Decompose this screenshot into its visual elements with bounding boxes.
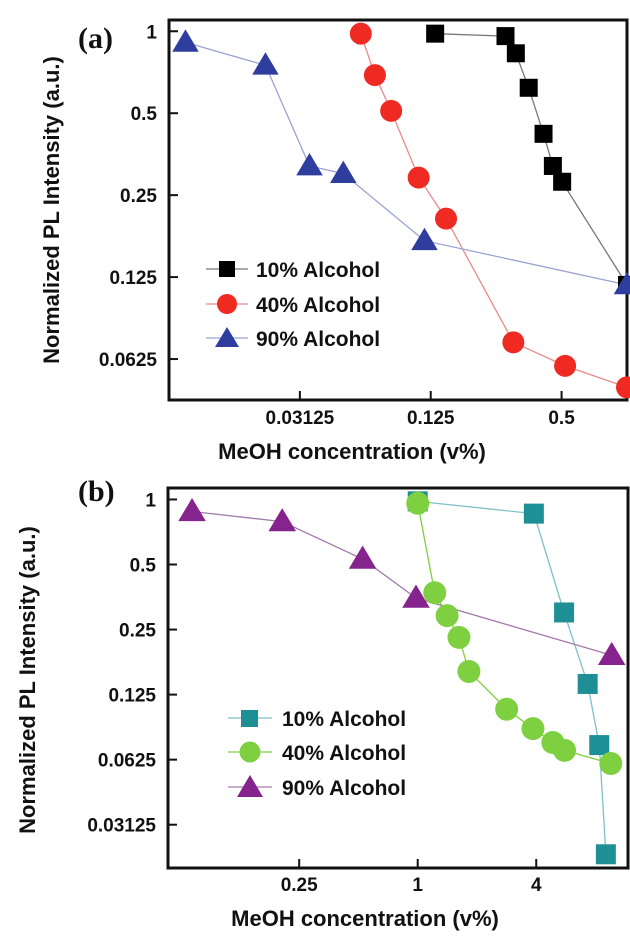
x-tick-label: 4 (531, 875, 542, 896)
data-point-10-alcohol (553, 172, 572, 191)
data-point-40-alcohol (380, 99, 403, 122)
panel-a-x-ticks: 0.03125 0.125 0.5 (266, 391, 575, 429)
legend-item-10-alcohol: 10% Alcohol (206, 259, 380, 282)
data-point-10-alcohol (577, 673, 598, 694)
data-point-40-alcohol (599, 751, 623, 775)
panel-b-plot-frame (166, 486, 630, 870)
x-tick-label: 0.03125 (266, 408, 335, 429)
data-point-40-alcohol (554, 354, 577, 377)
data-point-40-alcohol (616, 376, 630, 399)
legend-item-90-alcohol: 90% Alcohol (228, 775, 406, 800)
data-point-10-alcohol (506, 44, 525, 63)
data-point-10-alcohol (534, 124, 553, 143)
data-point-90-alcohol (268, 508, 296, 532)
data-point-90-alcohol (296, 152, 323, 176)
data-point-10-alcohol (496, 27, 515, 46)
legend-square-marker (241, 710, 258, 727)
data-point-90-alcohol (613, 271, 630, 295)
panel-b-x-axis-title: MeOH concentration (v%) (231, 906, 499, 931)
data-point-40-alcohol (363, 64, 386, 87)
y-tick-label: 0.5 (130, 556, 157, 577)
data-point-10-alcohol (519, 78, 538, 97)
series-line-10-alcohol (435, 33, 628, 286)
data-point-90-alcohol (172, 29, 199, 52)
data-point-10-alcohol (543, 156, 562, 175)
data-point-40-alcohol (495, 697, 519, 721)
panel-a-plot-frame (167, 18, 629, 402)
data-point-10-alcohol (554, 602, 575, 623)
legend-label: 10% Alcohol (256, 259, 380, 282)
data-point-40-alcohol (435, 207, 458, 230)
data-point-40-alcohol (435, 604, 459, 628)
legend-item-40-alcohol: 40% Alcohol (206, 294, 380, 317)
data-point-40-alcohol (447, 625, 471, 649)
data-point-10-alcohol (523, 503, 544, 524)
y-tick-label: 0.0625 (98, 751, 157, 772)
legend-label: 90% Alcohol (256, 328, 380, 351)
y-tick-label: 0.25 (119, 621, 156, 642)
series-line-90-alcohol (185, 41, 628, 286)
panel-b: (b) Normalized PL Intensity (a.u.) 0.031… (15, 475, 630, 931)
data-point-40-alcohol (457, 659, 481, 683)
data-point-10-alcohol (595, 844, 616, 865)
y-tick-label: 1 (145, 490, 156, 511)
panel-a-label: (a) (78, 22, 113, 55)
panel-b-y-axis-title: Normalized PL Intensity (a.u.) (15, 526, 40, 834)
panel-a: (a) Normalized PL Intensity (a.u.) 0.062… (39, 18, 630, 464)
data-point-90-alcohol (330, 160, 357, 183)
legend-circle-marker (217, 294, 237, 314)
series-line-90-alcohol (191, 510, 612, 656)
data-point-90-alcohol (252, 52, 279, 75)
legend-triangle-marker (237, 775, 263, 797)
legend-label: 90% Alcohol (282, 777, 406, 800)
panel-b-legend: 10% Alcohol 40% Alcohol 90% Alcohol (228, 708, 406, 800)
legend-label: 10% Alcohol (282, 708, 406, 731)
legend-item-90-alcohol: 90% Alcohol (206, 327, 380, 351)
data-point-40-alcohol (423, 581, 447, 605)
panel-b-label: (b) (78, 475, 115, 508)
data-point-40-alcohol (406, 491, 430, 515)
panel-a-y-axis-title: Normalized PL Intensity (a.u.) (39, 56, 64, 364)
y-tick-label: 0.125 (109, 268, 157, 289)
y-tick-label: 0.25 (120, 186, 157, 207)
data-point-40-alcohol (553, 738, 577, 762)
y-tick-label: 0.125 (108, 686, 156, 707)
data-point-40-alcohol (407, 166, 430, 189)
data-point-40-alcohol (349, 22, 372, 45)
panel-a-series (172, 22, 630, 399)
legend-square-marker (219, 261, 235, 277)
panel-b-series (178, 491, 626, 865)
panel-a-x-axis-title: MeOH concentration (v%) (218, 439, 486, 464)
series-line-40-alcohol (360, 33, 628, 388)
data-point-40-alcohol (521, 717, 545, 741)
series-line-40-alcohol (417, 503, 611, 765)
y-tick-label: 0.03125 (87, 816, 156, 837)
x-tick-label: 0.25 (281, 875, 318, 896)
x-tick-label: 0.5 (548, 408, 575, 429)
data-point-90-alcohol (597, 641, 626, 666)
x-tick-label: 0.125 (407, 408, 455, 429)
legend-label: 40% Alcohol (282, 742, 406, 765)
panel-a-y-ticks: 0.0625 0.125 0.25 0.5 1 (99, 22, 178, 371)
data-point-90-alcohol (178, 497, 206, 522)
legend-circle-marker (239, 741, 261, 763)
panel-a-legend: 10% Alcohol 40% Alcohol 90% Alcohol (206, 259, 380, 351)
legend-label: 40% Alcohol (256, 294, 380, 317)
y-tick-label: 0.5 (131, 104, 158, 125)
panel-b-y-ticks: 0.03125 0.0625 0.125 0.25 0.5 1 (87, 490, 177, 837)
legend-triangle-marker (215, 327, 239, 347)
legend-item-10-alcohol: 10% Alcohol (228, 708, 406, 731)
data-point-10-alcohol (589, 735, 610, 756)
x-tick-label: 1 (412, 875, 423, 896)
data-point-90-alcohol (411, 227, 438, 251)
data-point-90-alcohol (348, 545, 377, 569)
panel-b-x-ticks: 0.25 1 4 (281, 859, 542, 896)
data-point-40-alcohol (502, 331, 525, 354)
legend-item-40-alcohol: 40% Alcohol (228, 741, 406, 765)
y-tick-label: 0.0625 (99, 350, 158, 371)
y-tick-label: 1 (146, 22, 157, 43)
data-point-90-alcohol (402, 584, 430, 608)
data-point-10-alcohol (426, 24, 445, 43)
